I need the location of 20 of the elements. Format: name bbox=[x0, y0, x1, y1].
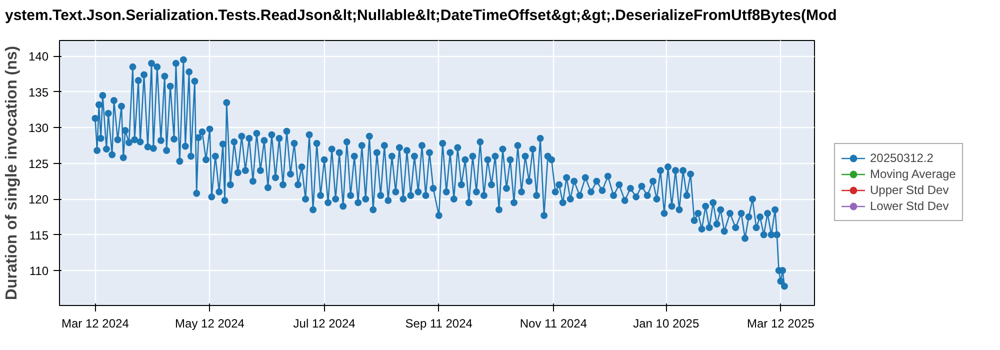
y-tick-label: 125 bbox=[28, 156, 49, 171]
y-tick-label: 140 bbox=[28, 50, 49, 64]
chart-title: ystem.Text.Json.Serialization.Tests.ReadJson&lt;Nullable&lt;DateTimeOffset&gt;&gt;.DeserializeFromUtf8Bytes(Mod bbox=[5, 6, 837, 26]
x-tick-label: Nov 11 2024 bbox=[520, 316, 588, 330]
y-tick-label: 130 bbox=[28, 121, 49, 136]
legend-label: 20250312.2 bbox=[870, 150, 934, 166]
y-tick-label: 120 bbox=[28, 192, 49, 207]
y-tick-label: 110 bbox=[29, 264, 49, 278]
x-tick-label: Sep 11 2024 bbox=[405, 316, 473, 330]
x-tick-label: Mar 12 2024 bbox=[61, 316, 130, 330]
y-axis-title: Duration of single invocation (ns) bbox=[3, 46, 20, 300]
x-tick-label: Jan 10 2025 bbox=[633, 316, 700, 330]
legend-label: Lower Std Dev bbox=[870, 198, 949, 214]
x-tick-label: Mar 12 2025 bbox=[747, 316, 815, 330]
legend-label: Upper Std Dev bbox=[870, 182, 949, 198]
x-tick-label: May 12 2024 bbox=[175, 316, 245, 330]
x-tick-label: Jul 12 2024 bbox=[293, 316, 356, 330]
y-tick-label: 115 bbox=[29, 228, 49, 242]
legend-label: Moving Average bbox=[870, 166, 956, 182]
y-tick-label: 135 bbox=[28, 85, 49, 100]
